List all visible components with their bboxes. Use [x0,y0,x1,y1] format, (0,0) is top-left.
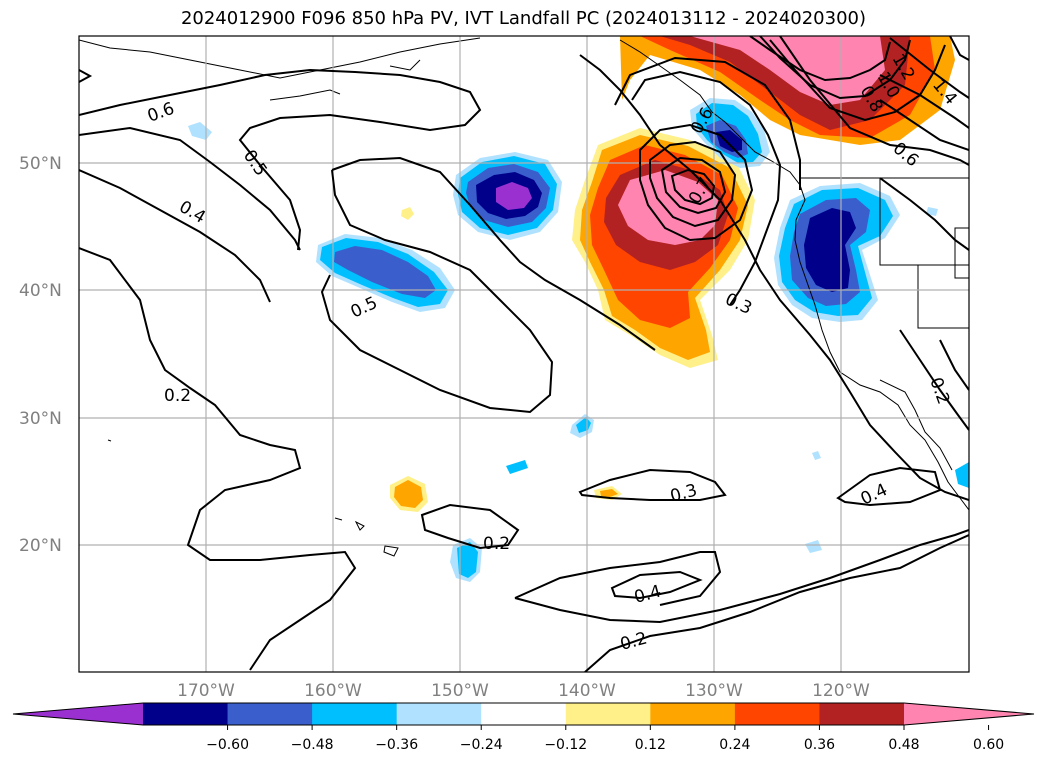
colorbar-cell [481,703,567,725]
colorbar-cell [650,703,736,725]
gridlines [79,36,969,672]
lon-label: 170°W [177,681,235,701]
map-title: 2024012900 F096 850 hPa PV, IVT Landfall… [180,8,867,29]
lat-label: 40°N [19,281,62,301]
map-frame [78,35,970,673]
colorbar-cell [143,703,229,725]
colorbar-extend-low [13,703,143,725]
contour-label: 0.2 [483,534,510,554]
colorbar-tick-label: −0.12 [544,737,587,753]
colorbar-tick-label: 0.24 [719,737,750,753]
colorbar-tick-label: 0.12 [635,737,666,753]
map-area [79,36,969,672]
colorbar-cell [565,703,651,725]
coastlines [79,37,969,557]
colorbar-tick-label: −0.60 [206,737,249,753]
colorbar-tick-label: −0.48 [291,737,334,753]
lon-label: 160°W [304,681,362,701]
lon-label: 150°W [431,681,489,701]
colorbar: −0.60 −0.48 −0.36 −0.24 −0.12 0.12 0.24 0.36 0.4… [12,702,1035,753]
lat-label: 20°N [19,536,62,556]
lon-label: 130°W [685,681,743,701]
lon-label: 120°W [812,681,870,701]
colorbar-cell [227,703,313,725]
colorbar-cell [396,703,482,725]
ivt-contours [79,36,969,672]
colorbar-cell [819,703,905,725]
lat-label: 50°N [19,154,62,174]
colorbar-tick-label: 0.36 [804,737,835,753]
lat-label: 30°N [19,409,62,429]
longitude-labels: 170°W 160°W 150°W 140°W 130°W 120°W [177,681,870,701]
latitude-labels: 50°N 40°N 30°N 20°N [19,154,62,556]
colorbar-cell [312,703,398,725]
colorbar-tick-label: −0.36 [375,737,418,753]
contour-label: 0.2 [164,386,191,406]
colorbar-tick-label: 0.48 [888,737,919,753]
colorbar-cell [734,703,820,725]
colorbar-tick-label: −0.24 [460,737,503,753]
lon-label: 140°W [558,681,616,701]
colorbar-extend-high [904,703,1034,725]
colorbar-tick-label: 0.60 [973,737,1004,753]
